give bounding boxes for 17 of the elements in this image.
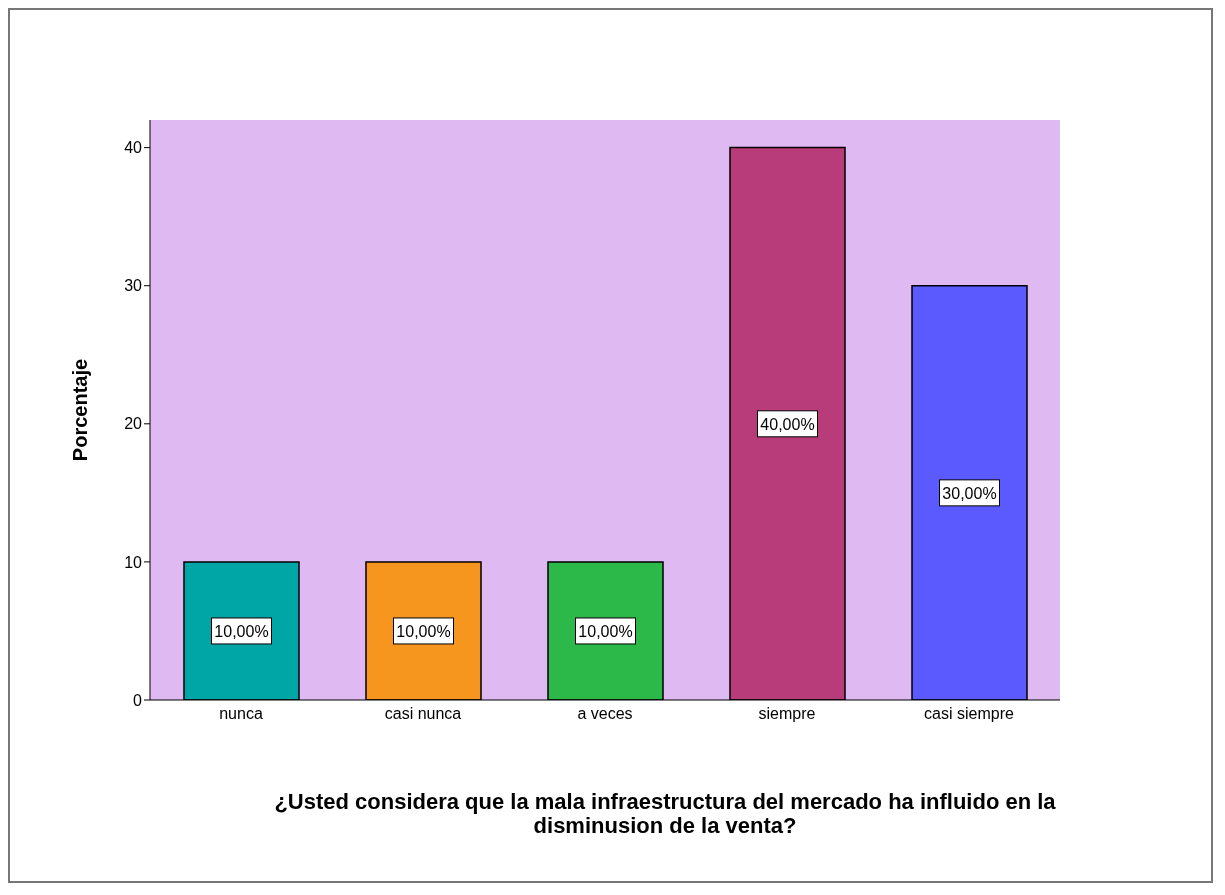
data-label: 40,00% [760,415,815,433]
x-axis-title: ¿Usted considera que la mala infraestructura del mercado ha influido en la disminusion de la venta? [273,789,1057,838]
x-tick-label: nunca [219,705,263,723]
y-tick-label: 10 [124,553,143,571]
data-label: 10,00% [214,622,269,640]
x-tick-label: casi siempre [924,705,1014,723]
x-tick-label: a veces [577,705,633,723]
data-label: 10,00% [396,622,451,640]
y-tick-label: 20 [124,415,143,433]
y-tick-label: 40 [124,139,143,157]
y-tick-label: 0 [133,691,143,709]
data-label: 10,00% [578,622,633,640]
y-tick-label: 30 [124,277,143,295]
x-tick-label: siempre [758,705,816,723]
data-label: 30,00% [942,484,997,502]
y-axis-title: Porcentaje [69,358,92,462]
x-tick-label: casi nunca [384,705,462,723]
